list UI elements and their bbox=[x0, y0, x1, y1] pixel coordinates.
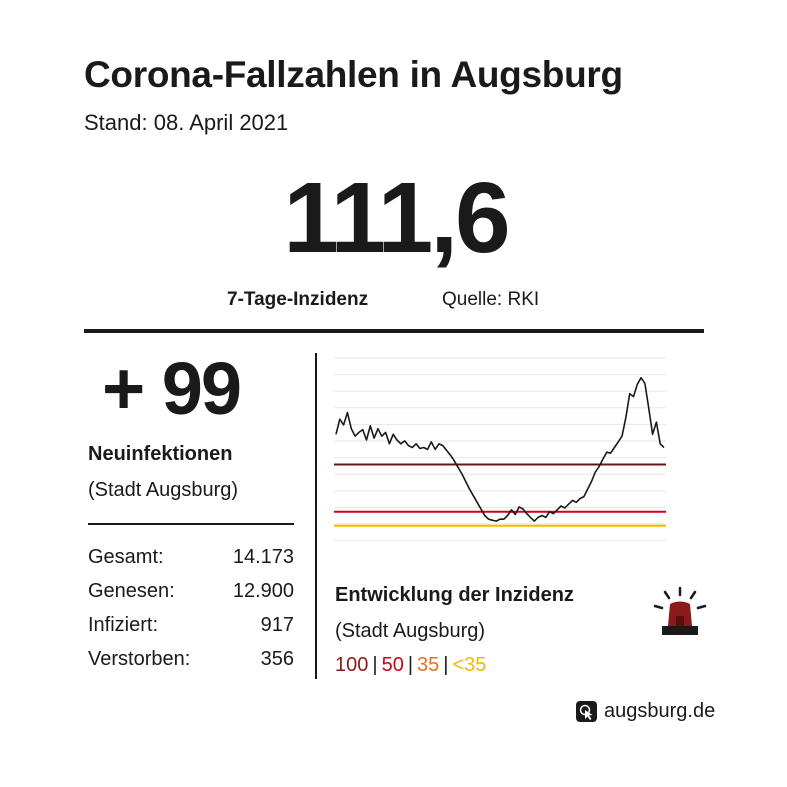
new-infections-value: + 99 bbox=[102, 347, 242, 430]
brand-text: augsburg.de bbox=[604, 700, 716, 722]
stat-label: Genesen: bbox=[88, 580, 175, 602]
incidence-label: 7-Tage-Inzidenz bbox=[227, 289, 369, 310]
column-divider bbox=[315, 353, 317, 679]
new-infections-label: Neuinfektionen bbox=[88, 443, 233, 465]
legend-item-50: 50 bbox=[381, 654, 404, 676]
chart-subtitle: (Stadt Augsburg) bbox=[335, 620, 486, 642]
stats-divider bbox=[88, 523, 294, 525]
stat-value: 14.173 bbox=[232, 546, 294, 568]
new-infections-sublabel: (Stadt Augsburg) bbox=[88, 479, 239, 501]
chart-legend: 100 | 50 | 35 | <35 bbox=[335, 654, 486, 677]
legend-separator: | bbox=[443, 654, 449, 676]
cursor-click-icon bbox=[576, 701, 597, 722]
legend-item-35: 35 bbox=[417, 654, 440, 676]
legend-item-below-35: <35 bbox=[452, 654, 487, 676]
stat-label: Infiziert: bbox=[88, 614, 159, 636]
series-line-0 bbox=[335, 376, 665, 522]
section-divider bbox=[84, 329, 704, 333]
stat-row-gesamt: Gesamt: 14.173 bbox=[88, 545, 294, 579]
date-label: Stand: 08. April 2021 bbox=[84, 110, 289, 135]
incidence-chart bbox=[334, 357, 666, 542]
legend-separator: | bbox=[407, 654, 414, 676]
stat-value: 356 bbox=[260, 648, 294, 670]
alarm-light-icon bbox=[653, 586, 707, 635]
stats-table: Gesamt: 14.173 Genesen: 12.900 Infiziert… bbox=[88, 545, 294, 681]
incidence-source: Quelle: RKI bbox=[442, 289, 540, 310]
stat-label: Verstorben: bbox=[88, 648, 191, 670]
stat-row-infiziert: Infiziert: 917 bbox=[88, 613, 294, 647]
footer-brand: augsburg.de bbox=[576, 700, 715, 723]
stat-value: 917 bbox=[260, 614, 294, 636]
page-title: Corona-Fallzahlen in Augsburg bbox=[84, 54, 623, 95]
legend-item-100: 100 bbox=[335, 654, 369, 676]
chart-title: Entwicklung der Inzidenz bbox=[335, 584, 574, 606]
legend-separator: | bbox=[372, 654, 378, 676]
stat-row-verstorben: Verstorben: 356 bbox=[88, 647, 294, 681]
incidence-value: 111,6 bbox=[283, 162, 510, 274]
stat-value: 12.900 bbox=[232, 580, 294, 602]
stat-label: Gesamt: bbox=[88, 546, 164, 568]
stat-row-genesen: Genesen: 12.900 bbox=[88, 579, 294, 613]
